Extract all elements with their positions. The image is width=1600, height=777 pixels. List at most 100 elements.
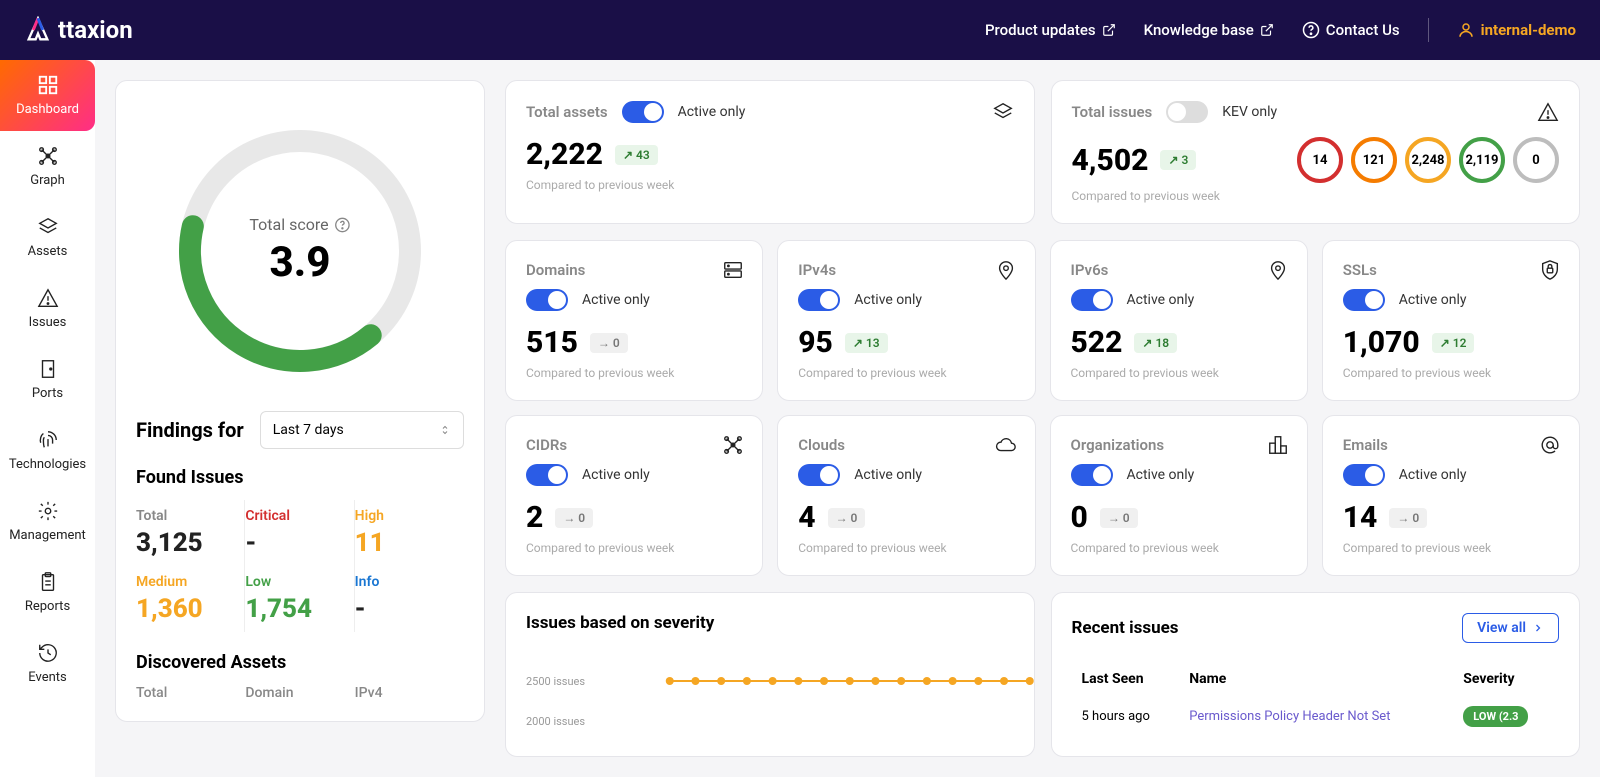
asset-card-toggle-label: Active only: [1399, 467, 1467, 483]
header-right: Product updates Knowledge base Contact U…: [985, 18, 1576, 42]
sidebar-label: Ports: [32, 386, 63, 401]
asset-card-toggle-label: Active only: [1127, 292, 1195, 308]
findings-range-select[interactable]: Last 7 days: [260, 411, 464, 449]
severity-circle[interactable]: 14: [1297, 137, 1343, 183]
total-issues-toggle-label: KEV only: [1222, 104, 1277, 120]
severity-chart-card: Issues based on severity 2500 issues 200…: [505, 592, 1035, 757]
asset-card-trend: ↗ 18: [1134, 333, 1177, 353]
user-label: internal-demo: [1481, 21, 1576, 39]
discovered-col-label: Domain: [245, 685, 354, 701]
asset-card-toggle[interactable]: [798, 464, 840, 486]
total-issues-sub: Compared to previous week: [1072, 189, 1560, 203]
issue-cell: Low 1,754: [245, 566, 354, 632]
issue-cell-label: High: [355, 508, 464, 524]
asset-card-value: 4: [798, 500, 815, 535]
total-assets-toggle[interactable]: [622, 101, 664, 123]
asset-card-toggle[interactable]: [1343, 464, 1385, 486]
severity-circle[interactable]: 2,119: [1459, 137, 1505, 183]
asset-card-title: SSLs: [1343, 261, 1559, 279]
found-issues-title: Found Issues: [136, 467, 464, 488]
sidebar-label: Reports: [25, 599, 70, 614]
asset-card-toggle[interactable]: [1071, 464, 1113, 486]
recent-severity: LOW (2.3: [1455, 699, 1557, 734]
help-icon[interactable]: [335, 217, 351, 233]
severity-chart: 2500 issues 2000 issues: [526, 651, 1014, 731]
score-value: 3.9: [249, 238, 350, 287]
asset-card: Organizations Active only 0 → 0 Compared…: [1050, 415, 1308, 576]
sidebar-item-reports[interactable]: Reports: [0, 557, 95, 628]
asset-card-trend: → 0: [590, 333, 628, 353]
user-icon: [1457, 21, 1475, 39]
graph-icon: [37, 145, 59, 167]
recent-col-header: Name: [1181, 661, 1453, 697]
pin-icon: [995, 259, 1017, 281]
main-content: Total score 3.9 Findings for Last 7 days…: [95, 60, 1600, 777]
discovered-col: IPv4: [355, 685, 464, 701]
sidebar-label: Assets: [28, 244, 68, 259]
product-updates-link[interactable]: Product updates: [985, 21, 1116, 39]
discovered-col: Total: [136, 685, 245, 701]
severity-circle[interactable]: 0: [1513, 137, 1559, 183]
issue-cell: Info -: [355, 566, 464, 632]
asset-card-toggle[interactable]: [526, 289, 568, 311]
asset-card-toggle[interactable]: [798, 289, 840, 311]
at-icon: [1539, 434, 1561, 456]
issue-cell-value: -: [245, 528, 353, 558]
total-assets-value: 2,222: [526, 137, 603, 172]
sidebar-label: Issues: [29, 315, 67, 330]
recent-issues-card: Recent issues View all Last SeenNameSeve…: [1051, 592, 1581, 757]
sidebar-item-graph[interactable]: Graph: [0, 131, 95, 202]
sidebar-item-issues[interactable]: Issues: [0, 273, 95, 344]
asset-card-title: IPv4s: [798, 261, 1014, 279]
issue-cell-value: 11: [355, 528, 464, 558]
issue-cell: Critical -: [245, 500, 354, 566]
clipboard-icon: [37, 571, 59, 593]
asset-card-sub: Compared to previous week: [1343, 541, 1559, 555]
sidebar-item-assets[interactable]: Assets: [0, 202, 95, 273]
sidebar-label: Dashboard: [16, 102, 79, 117]
asset-card-toggle[interactable]: [1343, 289, 1385, 311]
total-assets-title: Total assets: [526, 103, 608, 121]
severity-circles: 141212,2482,1190: [1297, 137, 1559, 183]
chart-svg: [606, 651, 1094, 731]
asset-card-value: 14: [1343, 500, 1378, 535]
asset-card-toggle-label: Active only: [854, 467, 922, 483]
sidebar-item-events[interactable]: Events: [0, 628, 95, 699]
asset-card-sub: Compared to previous week: [798, 366, 1014, 380]
asset-card-value: 522: [1071, 325, 1123, 360]
sidebar-label: Graph: [30, 173, 65, 188]
gear-icon: [37, 500, 59, 522]
view-all-button[interactable]: View all: [1462, 613, 1559, 643]
severity-circle[interactable]: 2,248: [1405, 137, 1451, 183]
recent-row[interactable]: 5 hours ago Permissions Policy Header No…: [1074, 699, 1558, 734]
recent-issue-name[interactable]: Permissions Policy Header Not Set: [1181, 699, 1453, 734]
findings-range-label: Last 7 days: [273, 422, 344, 438]
total-issues-toggle[interactable]: [1166, 101, 1208, 123]
score-card: Total score 3.9 Findings for Last 7 days…: [115, 80, 485, 722]
discovered-assets-title: Discovered Assets: [136, 652, 464, 673]
brand-logo[interactable]: ttaxion: [24, 16, 133, 44]
asset-card-toggle[interactable]: [1071, 289, 1113, 311]
issue-cell-label: Total: [136, 508, 244, 524]
knowledge-base-link[interactable]: Knowledge base: [1144, 21, 1274, 39]
sidebar-item-management[interactable]: Management: [0, 486, 95, 557]
cloud-icon: [995, 434, 1017, 456]
asset-card-trend: → 0: [828, 508, 866, 528]
user-menu[interactable]: internal-demo: [1457, 21, 1576, 39]
asset-card-trend: → 0: [1389, 508, 1427, 528]
asset-card: IPv4s Active only 95 ↗ 13 Compared to pr…: [777, 240, 1035, 401]
asset-card-toggle[interactable]: [526, 464, 568, 486]
door-icon: [37, 358, 59, 380]
sidebar-item-technologies[interactable]: Technologies: [0, 415, 95, 486]
contact-link[interactable]: Contact Us: [1302, 21, 1400, 39]
sidebar-item-dashboard[interactable]: Dashboard: [0, 60, 95, 131]
graph-icon: [722, 434, 744, 456]
history-icon: [37, 642, 59, 664]
asset-card-sub: Compared to previous week: [1343, 366, 1559, 380]
asset-card-value: 2: [526, 500, 543, 535]
severity-circle[interactable]: 121: [1351, 137, 1397, 183]
sidebar-item-ports[interactable]: Ports: [0, 344, 95, 415]
sidebar: Dashboard Graph Assets Issues Ports Tech…: [0, 60, 95, 777]
asset-card-value: 1,070: [1343, 325, 1420, 360]
issue-cell: High 11: [355, 500, 464, 566]
